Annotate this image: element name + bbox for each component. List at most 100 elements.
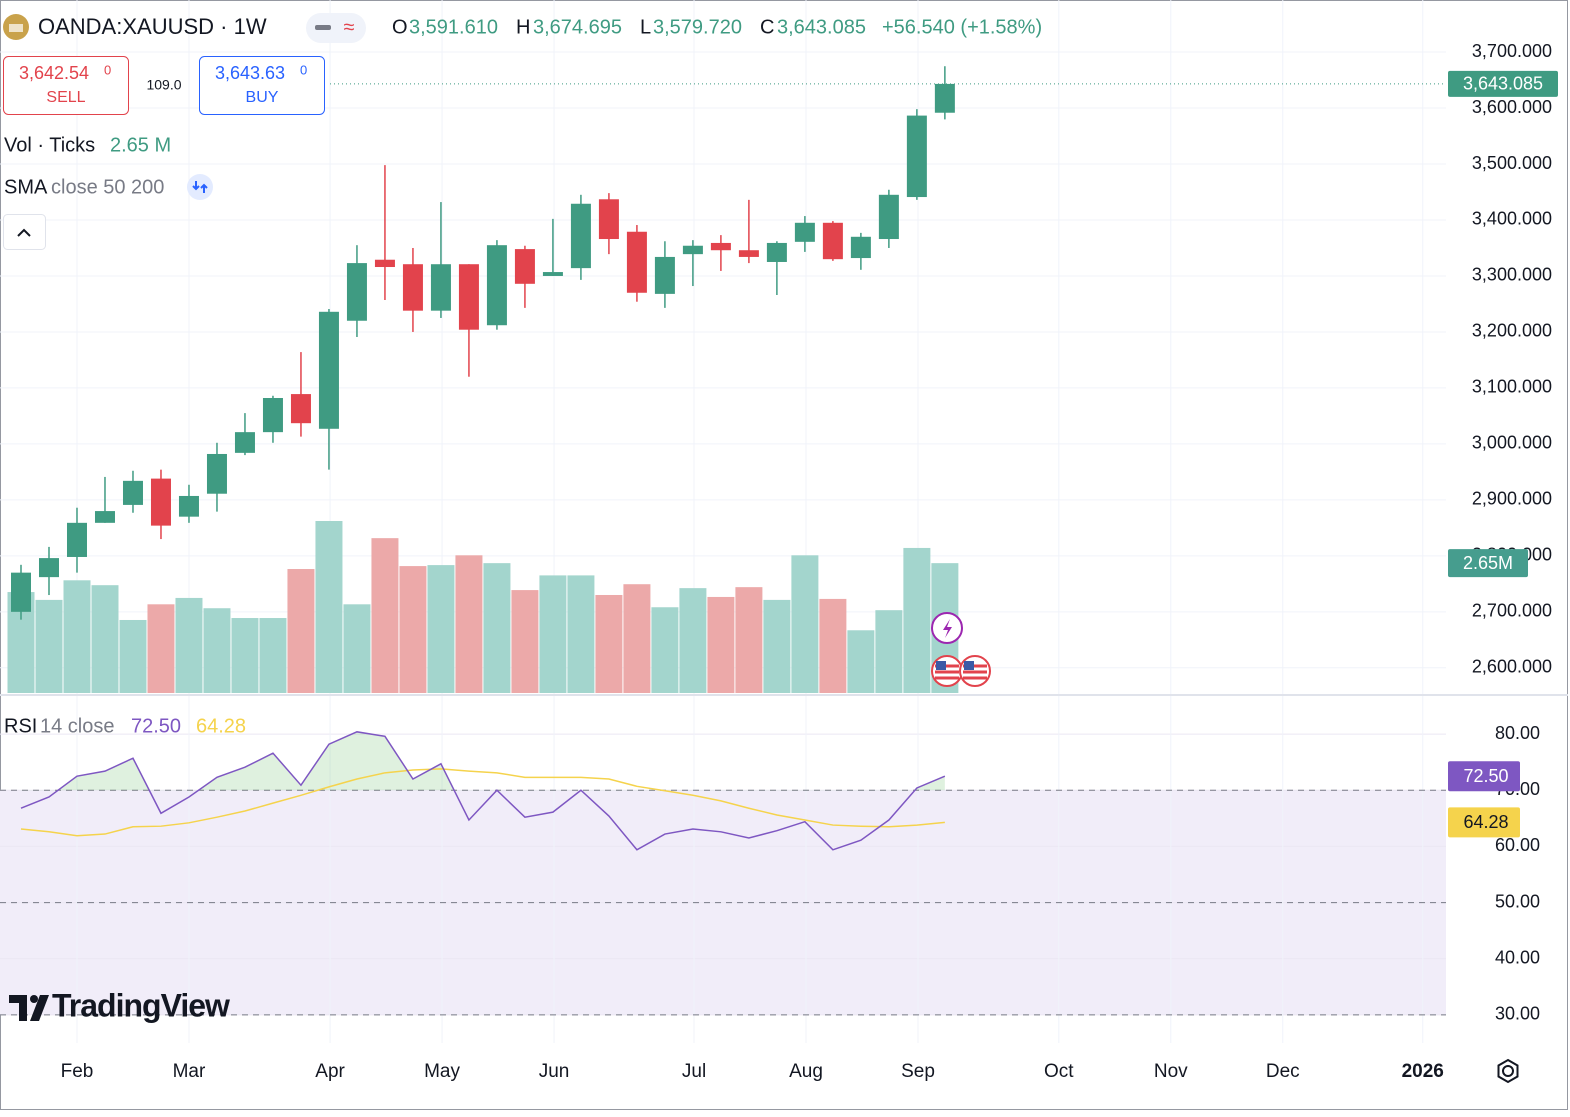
buy-pip: 0	[300, 62, 307, 77]
volume-bar	[903, 547, 931, 693]
x-tick-label: Aug	[789, 1061, 823, 1082]
ohlc-value: 3,591.610	[409, 16, 498, 38]
rsi-tick-label: 30.00	[1495, 1004, 1540, 1024]
x-tick-label: Jul	[682, 1061, 706, 1082]
candle-body	[178, 495, 199, 517]
settings-icon-hex	[1497, 1058, 1519, 1084]
volume-legend-value: 2.65 M	[110, 134, 171, 156]
x-tick-label: Apr	[315, 1061, 345, 1082]
flag-canton	[964, 661, 974, 670]
candle-body	[458, 264, 479, 330]
volume-bar	[203, 608, 231, 693]
ohlc-key: L	[640, 16, 651, 38]
volume-bar	[511, 590, 539, 693]
volume-bar	[147, 604, 175, 693]
spread: 109.0	[146, 77, 181, 93]
buy-price: 3,643.63	[215, 63, 285, 83]
watermark: TradingView	[52, 987, 230, 1023]
rsi-line	[20, 731, 946, 851]
buy-button[interactable]	[199, 56, 325, 115]
y-tick-label: 3,700.000	[1472, 41, 1552, 61]
collapse-button[interactable]	[3, 214, 46, 250]
volume-bar	[763, 599, 791, 693]
volume-bar	[623, 584, 651, 693]
volume-bar	[35, 599, 63, 693]
candle-body	[150, 478, 171, 526]
ohlc-key: C	[760, 16, 774, 38]
volume-bar	[819, 598, 847, 693]
sell-button[interactable]	[3, 56, 129, 115]
sell-pip: 0	[104, 62, 111, 77]
rsi-sma-tag-label: 64.28	[1463, 812, 1508, 832]
overlay: OANDA:XAUUSD · 1W ≈ +56.540 (+1.58%) 3,6…	[3, 13, 1519, 1084]
candle-body	[38, 558, 59, 578]
rsi-tick-label: 50.00	[1495, 891, 1540, 911]
volume-bar	[483, 563, 511, 693]
volume-bar	[539, 575, 567, 693]
ohlc-value: 3,579.720	[653, 16, 742, 38]
y-tick-label: 3,100.000	[1472, 377, 1552, 397]
change: +56.540 (+1.58%)	[882, 16, 1042, 38]
candle-body	[710, 242, 731, 251]
volume-bar	[651, 607, 679, 693]
candle-body	[374, 259, 395, 268]
volume-bar	[91, 585, 119, 693]
candle-body	[486, 245, 507, 326]
candle-body	[402, 264, 423, 311]
toggle-pill[interactable]	[306, 13, 366, 43]
volume-bar	[343, 604, 371, 693]
rsi-legend-name: RSI	[4, 715, 37, 737]
rsi-tick-label: 40.00	[1495, 947, 1540, 967]
candle-body	[66, 522, 87, 557]
y-tick-label: 3,000.000	[1472, 433, 1552, 453]
candle-body	[346, 263, 367, 321]
candle-body	[794, 222, 815, 242]
candle-body	[822, 222, 843, 260]
candle-body	[598, 199, 619, 240]
logo-dot	[30, 995, 38, 1003]
axis-tags: 3,700.000 3,600.000 3,500.000 3,400.000 3,30…	[61, 41, 1558, 1082]
toggle-icon-wave: ≈	[344, 16, 355, 38]
rsi-tag-label: 72.50	[1463, 766, 1508, 786]
volume-bar	[847, 630, 875, 693]
volume-bar	[259, 618, 287, 693]
candle-body	[906, 115, 927, 198]
x-tick-label: 2026	[1402, 1061, 1444, 1082]
sma-icon[interactable]	[187, 174, 213, 200]
rsi-overbought-fill	[20, 731, 945, 791]
volume-bar	[371, 538, 399, 693]
rsi-legend-value: 72.50	[131, 715, 181, 737]
candle-body	[206, 453, 227, 494]
candle-body	[654, 256, 675, 294]
y-tick-label: 2,600.000	[1472, 657, 1552, 677]
candle-body	[850, 236, 871, 259]
x-tick-label: Mar	[173, 1061, 206, 1082]
volume-bar	[875, 610, 903, 693]
volume-bar	[455, 555, 483, 693]
candle-body	[738, 250, 759, 257]
candle-body	[766, 242, 787, 262]
rsi-sma-legend-value: 64.28	[196, 715, 246, 737]
candle-body	[94, 511, 115, 523]
symbol-icon-bar	[9, 24, 23, 32]
rsi-sma-line	[20, 768, 945, 837]
y-tick-label: 3,500.000	[1472, 153, 1552, 173]
collapse-chevron	[17, 228, 31, 237]
settings-icon[interactable]	[1502, 1065, 1514, 1077]
y-tick-label: 2,700.000	[1472, 601, 1552, 621]
volume-bar	[679, 588, 707, 693]
ohlc-key: H	[516, 16, 530, 38]
candle-body	[290, 394, 311, 424]
volume-bar	[707, 596, 735, 693]
sma-icon-arrows	[192, 181, 208, 193]
rsi-legend-params: 14 close	[40, 715, 115, 737]
toggle-icon	[315, 25, 331, 30]
y-tick-label: 3,400.000	[1472, 209, 1552, 229]
rsi-tag	[1448, 761, 1520, 792]
y-tick-label: 3,600.000	[1472, 97, 1552, 117]
volume-bar	[231, 618, 259, 693]
volume-bar	[119, 619, 147, 693]
volume-bar	[399, 566, 427, 693]
volume-bar	[735, 587, 763, 693]
